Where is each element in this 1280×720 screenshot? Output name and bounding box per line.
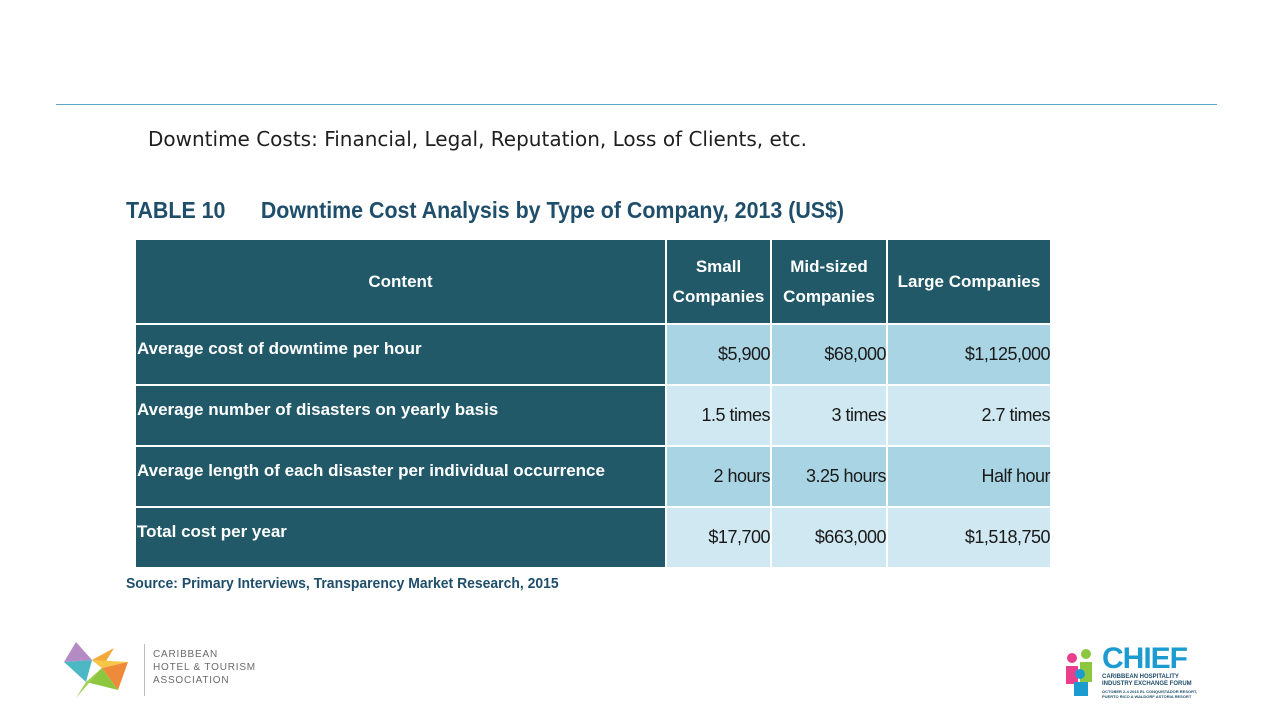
row-label: Average number of disasters on yearly ba… [136, 385, 667, 447]
cell-small: $5,900 [666, 324, 772, 386]
chta-line1: CARIBBEAN [153, 649, 218, 660]
chief-sub-line4: PUERTO RICO A WALDORF ASTORIA RESORT [1102, 694, 1192, 699]
table-row: Average cost of downtime per hour $5,900… [136, 324, 1051, 386]
chief-sub-line3: OCTOBER 2-4 2016 EL CONQUISTADOR RESORT, [1102, 689, 1198, 694]
table-caption-number: TABLE 10 [126, 197, 226, 223]
row-label: Average cost of downtime per hour [136, 324, 667, 386]
cell-mid: $68,000 [771, 324, 888, 386]
chta-wordmark: CARIBBEAN HOTEL & TOURISM ASSOCIATION [153, 648, 256, 687]
downtime-cost-table: Content Small Companies Mid-sized Compan… [136, 240, 1051, 569]
chta-divider [144, 644, 145, 696]
table-row: Average number of disasters on yearly ba… [136, 385, 1051, 447]
table-header-row: Content Small Companies Mid-sized Compan… [136, 240, 1050, 325]
header-large-companies: Large Companies [887, 240, 1050, 325]
table-source-note: Source: Primary Interviews, Transparency… [126, 575, 559, 592]
cell-mid: 3.25 hours [771, 446, 888, 508]
chief-logo: CHIEF CARIBBEAN HOSPITALITY INDUSTRY EXC… [1062, 644, 1222, 700]
chta-line2: HOTEL & TOURISM [153, 662, 256, 673]
chief-subtitle: CARIBBEAN HOSPITALITY INDUSTRY EXCHANGE … [1102, 674, 1192, 688]
header-small-line2: Companies [672, 286, 765, 306]
chief-event-details: OCTOBER 2-4 2016 EL CONQUISTADOR RESORT,… [1102, 689, 1197, 699]
top-divider-line [56, 104, 1217, 105]
header-mid-line1: Mid-sized [790, 256, 868, 276]
chief-sub-line2: INDUSTRY EXCHANGE FORUM [1102, 681, 1192, 687]
table-row: Total cost per year $17,700 $663,000 $1,… [136, 507, 1051, 569]
chta-logo: CARIBBEAN HOTEL & TOURISM ASSOCIATION [56, 638, 316, 702]
header-small-companies: Small Companies [666, 240, 772, 325]
cell-mid: 3 times [771, 385, 888, 447]
cell-large: $1,518,750 [887, 507, 1051, 569]
cell-small: 1.5 times [666, 385, 772, 447]
header-small-line1: Small [695, 256, 742, 276]
cell-large: $1,125,000 [887, 324, 1051, 386]
header-mid-line2: Companies [783, 286, 875, 306]
cell-mid: $663,000 [771, 507, 888, 569]
cell-large: Half hour [887, 446, 1051, 508]
chief-figures-icon [1066, 649, 1092, 696]
chta-line3: ASSOCIATION [153, 675, 230, 686]
cell-small: $17,700 [666, 507, 772, 569]
cell-large: 2.7 times [887, 385, 1051, 447]
chta-star-icon [64, 642, 128, 698]
table-caption-title: Downtime Cost Analysis by Type of Compan… [260, 197, 845, 223]
header-content: Content [136, 240, 667, 325]
row-label: Total cost per year [136, 507, 667, 569]
cell-small: 2 hours [666, 446, 772, 508]
chief-wordmark: CHIEF [1102, 642, 1188, 675]
chief-sub-line1: CARIBBEAN HOSPITALITY [1102, 674, 1179, 680]
slide-title: Downtime Costs: Financial, Legal, Reputa… [148, 127, 807, 151]
table-caption: TABLE 10 Downtime Cost Analysis by Type o… [126, 197, 844, 224]
table-row: Average length of each disaster per indi… [136, 446, 1051, 508]
header-mid-sized-companies: Mid-sized Companies [771, 240, 888, 325]
row-label: Average length of each disaster per indi… [136, 446, 667, 508]
